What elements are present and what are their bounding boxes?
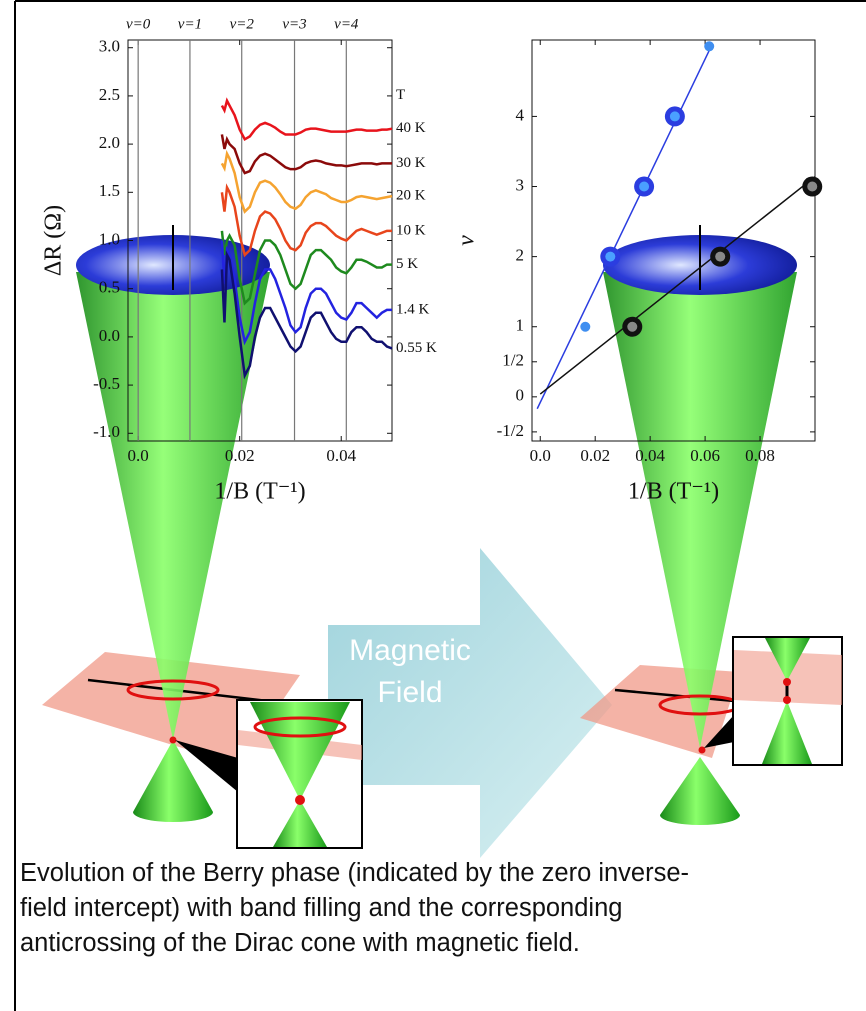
x-tick-label: 0.06	[690, 446, 720, 465]
x-tick-label: 0.04	[635, 446, 665, 465]
curve	[220, 230, 392, 306]
fit-line	[536, 43, 713, 410]
legend-label: 10 K	[396, 222, 426, 238]
legend-label: 20 K	[396, 188, 426, 204]
y-tick-label: 4	[516, 105, 525, 124]
y-tick-label: 0.5	[99, 278, 120, 297]
level-label: ν=0	[126, 16, 151, 32]
y-tick-label: 1	[516, 316, 525, 335]
legend-label: 1.4 K	[396, 301, 430, 317]
marker-core	[669, 111, 680, 122]
curve	[220, 240, 392, 346]
y-tick-label: -1.0	[93, 422, 120, 441]
dirac-cone-left	[42, 225, 363, 849]
y-tick-label: 2	[516, 246, 525, 265]
curve	[220, 97, 393, 142]
marker-core	[605, 251, 616, 262]
y-tick-label: 3	[516, 175, 525, 194]
y-axis-label: ΔR (Ω)	[41, 205, 67, 276]
y-tick-label: -0.5	[93, 374, 120, 393]
marker-core	[807, 181, 818, 192]
y-tick-label: 0	[516, 386, 525, 405]
fit-line	[539, 176, 815, 395]
y-tick-label: 2.0	[99, 133, 120, 152]
plot-frame	[531, 39, 816, 442]
marker-core	[627, 321, 638, 332]
y-tick-label: 0.0	[99, 326, 120, 345]
level-label: ν=1	[178, 16, 202, 32]
marker	[580, 321, 591, 332]
legend-label: 40 K	[396, 120, 426, 136]
curve	[220, 183, 392, 258]
x-axis-label: 1/B (T⁻¹)	[628, 479, 719, 505]
arrow-label: Magnetic Field	[349, 634, 471, 709]
y-tick-label: 3.0	[99, 37, 120, 56]
marker-core	[715, 251, 726, 262]
arrow	[328, 548, 612, 858]
y-tick-label: -1/2	[497, 421, 524, 440]
x-tick-label: 0.02	[580, 446, 610, 465]
y-tick-label: 1/2	[502, 351, 524, 370]
legend-title: T	[396, 87, 405, 103]
level-label: ν=2	[230, 16, 255, 32]
x-tick-label: 0.0	[128, 446, 149, 465]
level-label: ν=4	[334, 16, 359, 32]
curve	[220, 149, 393, 214]
dirac-cone-right	[580, 225, 843, 825]
y-axis-label: ν	[454, 235, 480, 246]
x-tick-label: 0.04	[326, 446, 356, 465]
legend-label: 5 K	[396, 256, 418, 272]
x-tick-label: 0.0	[530, 446, 551, 465]
x-tick-label: 0.08	[745, 446, 775, 465]
y-tick-label: 2.5	[99, 85, 120, 104]
y-tick-label: 1.0	[99, 229, 120, 248]
legend-label: 0.55 K	[396, 340, 437, 356]
marker-core	[639, 181, 650, 192]
curve	[220, 250, 393, 380]
caption: Evolution of the Berry phase (indicated …	[20, 859, 690, 957]
curve	[220, 134, 392, 175]
marker	[704, 41, 715, 52]
level-label: ν=3	[282, 16, 306, 32]
legend-label: 30 K	[396, 155, 426, 171]
y-tick-label: 1.5	[99, 181, 120, 200]
x-axis-label: 1/B (T⁻¹)	[214, 479, 305, 505]
x-tick-label: 0.02	[225, 446, 255, 465]
